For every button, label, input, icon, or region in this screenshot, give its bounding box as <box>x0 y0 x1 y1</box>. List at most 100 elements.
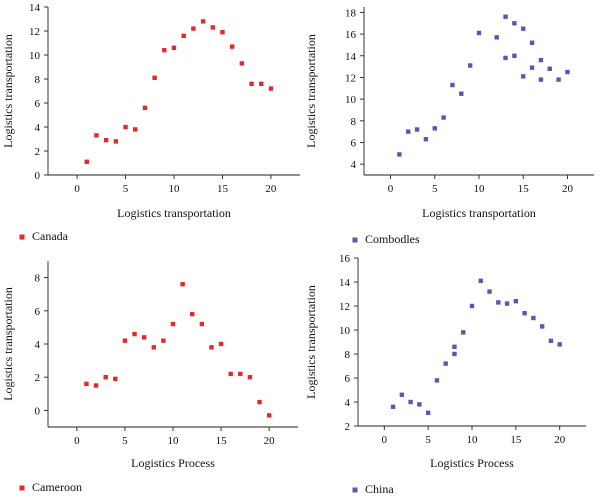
data-point <box>199 321 205 327</box>
y-tick-label: 4 <box>345 397 351 409</box>
data-point <box>218 341 224 347</box>
data-point <box>191 26 196 31</box>
data-point <box>84 381 89 387</box>
y-tick-label: 0 <box>35 405 41 417</box>
data-point <box>94 133 99 138</box>
y-tick-label: 12 <box>29 26 40 38</box>
data-point <box>503 14 508 19</box>
data-point <box>133 127 138 132</box>
data-point <box>529 65 535 70</box>
x-tick-label: 15 <box>216 435 228 447</box>
x-tick-label: 20 <box>264 435 276 447</box>
data-point <box>220 30 225 35</box>
x-tick-label: 5 <box>432 183 438 195</box>
data-point <box>565 69 570 75</box>
data-point <box>399 392 405 397</box>
data-point <box>123 124 128 130</box>
legend: Cameroon <box>19 480 82 494</box>
y-axis-title: Logistics transportation <box>1 287 15 401</box>
y-tick-label: 14 <box>345 51 357 63</box>
x-tick-label: 0 <box>74 183 80 195</box>
data-point <box>249 81 254 86</box>
x-tick-label: 20 <box>554 434 566 446</box>
data-point <box>113 139 119 144</box>
y-tick-label: 2 <box>35 372 41 384</box>
data-point <box>113 376 118 382</box>
x-axis-title: Logistics Process <box>430 456 514 470</box>
y-tick-label: 8 <box>35 74 41 86</box>
data-point <box>434 378 440 383</box>
data-point <box>522 311 527 316</box>
data-point <box>171 45 177 50</box>
legend-label: Combodles <box>365 232 420 246</box>
data-point <box>441 115 446 120</box>
legend-label: Cameroon <box>32 480 82 494</box>
data-point <box>503 55 508 61</box>
data-point <box>266 413 272 418</box>
legend: Combodles <box>352 232 420 246</box>
data-point <box>84 159 89 164</box>
x-tick-label: 20 <box>265 183 277 195</box>
legend-label: Canada <box>32 229 69 243</box>
y-tick-label: 16 <box>339 253 351 265</box>
data-point <box>487 289 492 294</box>
data-point <box>93 383 99 388</box>
data-point <box>152 75 157 80</box>
data-point <box>461 330 466 335</box>
data-point <box>538 77 544 82</box>
x-tick-label: 10 <box>474 183 486 195</box>
data-point <box>529 40 535 45</box>
data-point <box>521 74 526 79</box>
data-point <box>512 21 517 26</box>
data-point <box>469 303 475 309</box>
chart-panel-2: 0 5 10 15 20 4 6 8 10 12 14 16 18 Logistics transport… <box>304 7 594 246</box>
data-point <box>390 404 396 409</box>
legend-marker <box>352 237 358 243</box>
y-tick-label: 6 <box>345 373 351 385</box>
data-point <box>397 152 402 157</box>
data-point <box>151 345 156 350</box>
data-point <box>548 338 554 343</box>
data-point <box>476 30 482 36</box>
data-point <box>459 91 464 96</box>
y-tick-label: 10 <box>339 325 351 337</box>
legend-marker <box>19 485 25 491</box>
x-tick-label: 15 <box>217 183 229 195</box>
x-tick-label: 0 <box>74 435 80 447</box>
y-tick-label: 4 <box>351 159 357 171</box>
data-point <box>556 77 561 82</box>
data-point <box>239 61 245 66</box>
data-point <box>259 81 264 86</box>
legend: China <box>352 482 394 496</box>
legend-label: China <box>365 482 394 496</box>
data-point <box>408 399 413 405</box>
data-point <box>425 410 431 415</box>
x-tick-label: 0 <box>388 183 394 195</box>
data-point <box>180 282 185 287</box>
data-point <box>478 278 483 283</box>
y-tick-label: 8 <box>345 349 351 361</box>
data-point <box>512 53 517 58</box>
data-point <box>181 33 186 38</box>
data-point <box>496 300 501 305</box>
x-tick-label: 10 <box>169 183 181 195</box>
y-tick-label: 10 <box>29 50 41 62</box>
y-tick-label: 2 <box>35 146 41 158</box>
chart-panel-4: 0 5 10 15 20 2 4 6 8 10 12 14 16 Logistics Process Log… <box>304 253 586 496</box>
x-tick-label: 15 <box>510 434 522 446</box>
legend: Canada <box>19 229 69 243</box>
data-point <box>162 48 167 53</box>
data-point <box>229 44 235 49</box>
data-point <box>406 129 411 134</box>
y-tick-label: 8 <box>35 273 41 285</box>
data-point <box>450 82 455 88</box>
data-point <box>521 26 526 31</box>
x-axis-title: Logistics Process <box>131 456 215 470</box>
data-point <box>209 345 214 350</box>
chart-panel-1: 0 5 10 15 20 0 2 4 6 8 10 12 14 Logistics transportat… <box>1 2 300 243</box>
data-point <box>494 35 499 40</box>
data-point <box>547 66 552 71</box>
data-point <box>132 331 137 337</box>
data-point <box>432 126 437 131</box>
